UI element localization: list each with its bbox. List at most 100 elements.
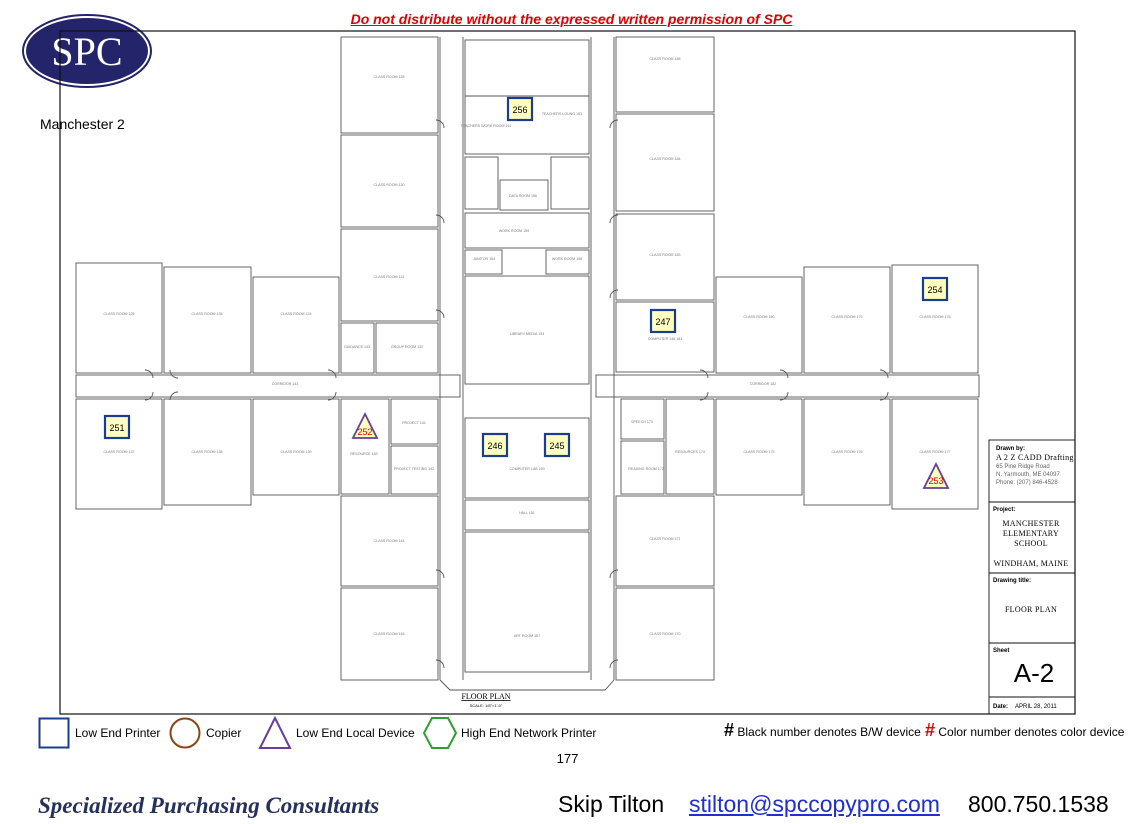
room [615, 495, 715, 587]
room-label: CLASS ROOM 138 [192, 450, 223, 454]
color-note: # Color number denotes color device [925, 720, 1124, 741]
printer-marker-icon[interactable] [921, 276, 949, 302]
drafter-address-1: 65 Pine Ridge Road [996, 464, 1050, 470]
room [499, 179, 549, 211]
room-label: CLASS ROOM 128 [374, 75, 405, 79]
room-label: GROUP ROOM 132 [391, 345, 423, 349]
color-hash: # [925, 720, 936, 740]
bw-note: # Black number denotes B/W device [724, 720, 921, 741]
room [615, 301, 715, 373]
room [803, 398, 891, 506]
drafter-phone: Phone: (207) 846-4528 [996, 480, 1058, 486]
room [340, 398, 390, 495]
room-label: SPEECH 173 [631, 420, 653, 424]
device-number: 251 [109, 423, 124, 433]
drawing-title-label: Drawing title: [993, 578, 1031, 584]
room [803, 266, 891, 374]
room [340, 228, 439, 322]
room [252, 398, 340, 496]
bw-note-text: Black number denotes B/W device [737, 725, 921, 739]
room [340, 322, 375, 374]
local-device-marker-icon[interactable] [922, 461, 950, 489]
room-label: RESOURCE 140 [350, 452, 377, 456]
room-label: CORRIDOR 182 [750, 382, 777, 386]
bw-hash: # [724, 720, 735, 740]
device-markers: 256 247 254 251 252 246 245 253 [103, 96, 950, 489]
room [615, 213, 715, 301]
drafter-name: A 2 Z CADD Drafting [996, 453, 1074, 462]
room-label: CLASS ROOM 170 [650, 632, 681, 636]
circle-icon [169, 717, 201, 749]
project-name-1: MANCHESTER [1002, 519, 1060, 528]
plan-scale: SCALE: 1/8"=1'-0" [470, 703, 503, 708]
printer-marker-icon[interactable] [481, 432, 509, 458]
library [464, 275, 590, 385]
printer-marker-icon[interactable] [506, 96, 534, 122]
room [340, 134, 439, 228]
room-label: HALL 151 [519, 511, 535, 515]
contact-email-link[interactable]: stilton@spccopypro.com [689, 791, 940, 817]
legend-item-copier [169, 717, 201, 754]
room-label: CLASS ROOM 171 [650, 537, 681, 541]
room [615, 587, 715, 681]
legend-item-low-end-printer [38, 717, 70, 754]
room-label: CLASS ROOM 177 [920, 450, 951, 454]
drawing-title: FLOOR PLAN [1005, 605, 1057, 614]
room-label: RESOURCES 174 [675, 450, 705, 454]
room-label: WORK ROOM 159 [499, 229, 529, 233]
sheet-border [59, 30, 1076, 715]
room [550, 156, 590, 210]
room-label: CLASS ROOM 176 [832, 450, 863, 454]
project-location: WINDHAM, MAINE [994, 559, 1069, 568]
room [163, 398, 252, 506]
room-label: TEACHERS WORK ROOM 161 [461, 124, 512, 128]
sheet-label: Sheet [993, 648, 1009, 654]
legend-label: Copier [206, 726, 242, 740]
color-note-text: Color number denotes color device [938, 725, 1125, 739]
square-icon [38, 717, 70, 749]
room-label: LIBRARY MEDIA 153 [510, 332, 544, 336]
room [715, 276, 803, 374]
legend-label: Low End Local Device [296, 726, 415, 740]
room-label: CLASS ROOM 145 [374, 632, 405, 636]
title-block: Drawn by: A 2 Z CADD Drafting 65 Pine Ri… [993, 446, 1074, 710]
room [375, 322, 439, 374]
drawn-by-label: Drawn by: [996, 446, 1025, 452]
room [252, 276, 340, 374]
company-name: Specialized Purchasing Consultants [38, 793, 380, 818]
room [891, 264, 979, 374]
local-device-marker-icon[interactable] [351, 411, 379, 439]
printer-marker-icon[interactable] [543, 432, 571, 458]
room-label: WORK ROOM 158 [552, 257, 582, 261]
printer-marker-icon[interactable] [649, 308, 677, 334]
room [75, 262, 163, 374]
room [615, 113, 715, 212]
device-number: 253 [928, 476, 943, 486]
drawing-date: APRIL 28, 2011 [1015, 704, 1057, 710]
room-label: COMPUTER 148 181 [648, 337, 683, 341]
hall [464, 499, 590, 531]
room-label: CLASS ROOM 139 [281, 450, 312, 454]
room-label: PROJECT 141 [402, 421, 426, 425]
room [464, 95, 590, 155]
contact-phone: 800.750.1538 [968, 791, 1109, 817]
room-label: JANITOR 154 [473, 257, 495, 261]
room-label: READING ROOM 172 [628, 467, 664, 471]
room-label: COMPUTER LAB 150 [509, 467, 544, 471]
room-label: CLASS ROOM 126 [104, 312, 135, 316]
drafter-address-2: N. Yarmouth, ME 04097 [996, 472, 1060, 478]
distribution-warning: Do not distribute without the expressed … [350, 11, 793, 27]
room [464, 156, 499, 210]
printer-marker-icon[interactable] [103, 414, 131, 440]
contact-name: Skip Tilton [558, 791, 665, 817]
room-label: CLASS ROOM 131 [374, 275, 405, 279]
site-name: Manchester 2 [40, 116, 125, 132]
room-label: CLASS ROOM 175 [744, 450, 775, 454]
room [715, 398, 803, 496]
triangle-icon [258, 715, 292, 749]
room-label: CLASS ROOM 130 [374, 183, 405, 187]
device-number: 252 [357, 427, 372, 437]
device-number: 256 [512, 105, 527, 115]
room [340, 587, 439, 681]
